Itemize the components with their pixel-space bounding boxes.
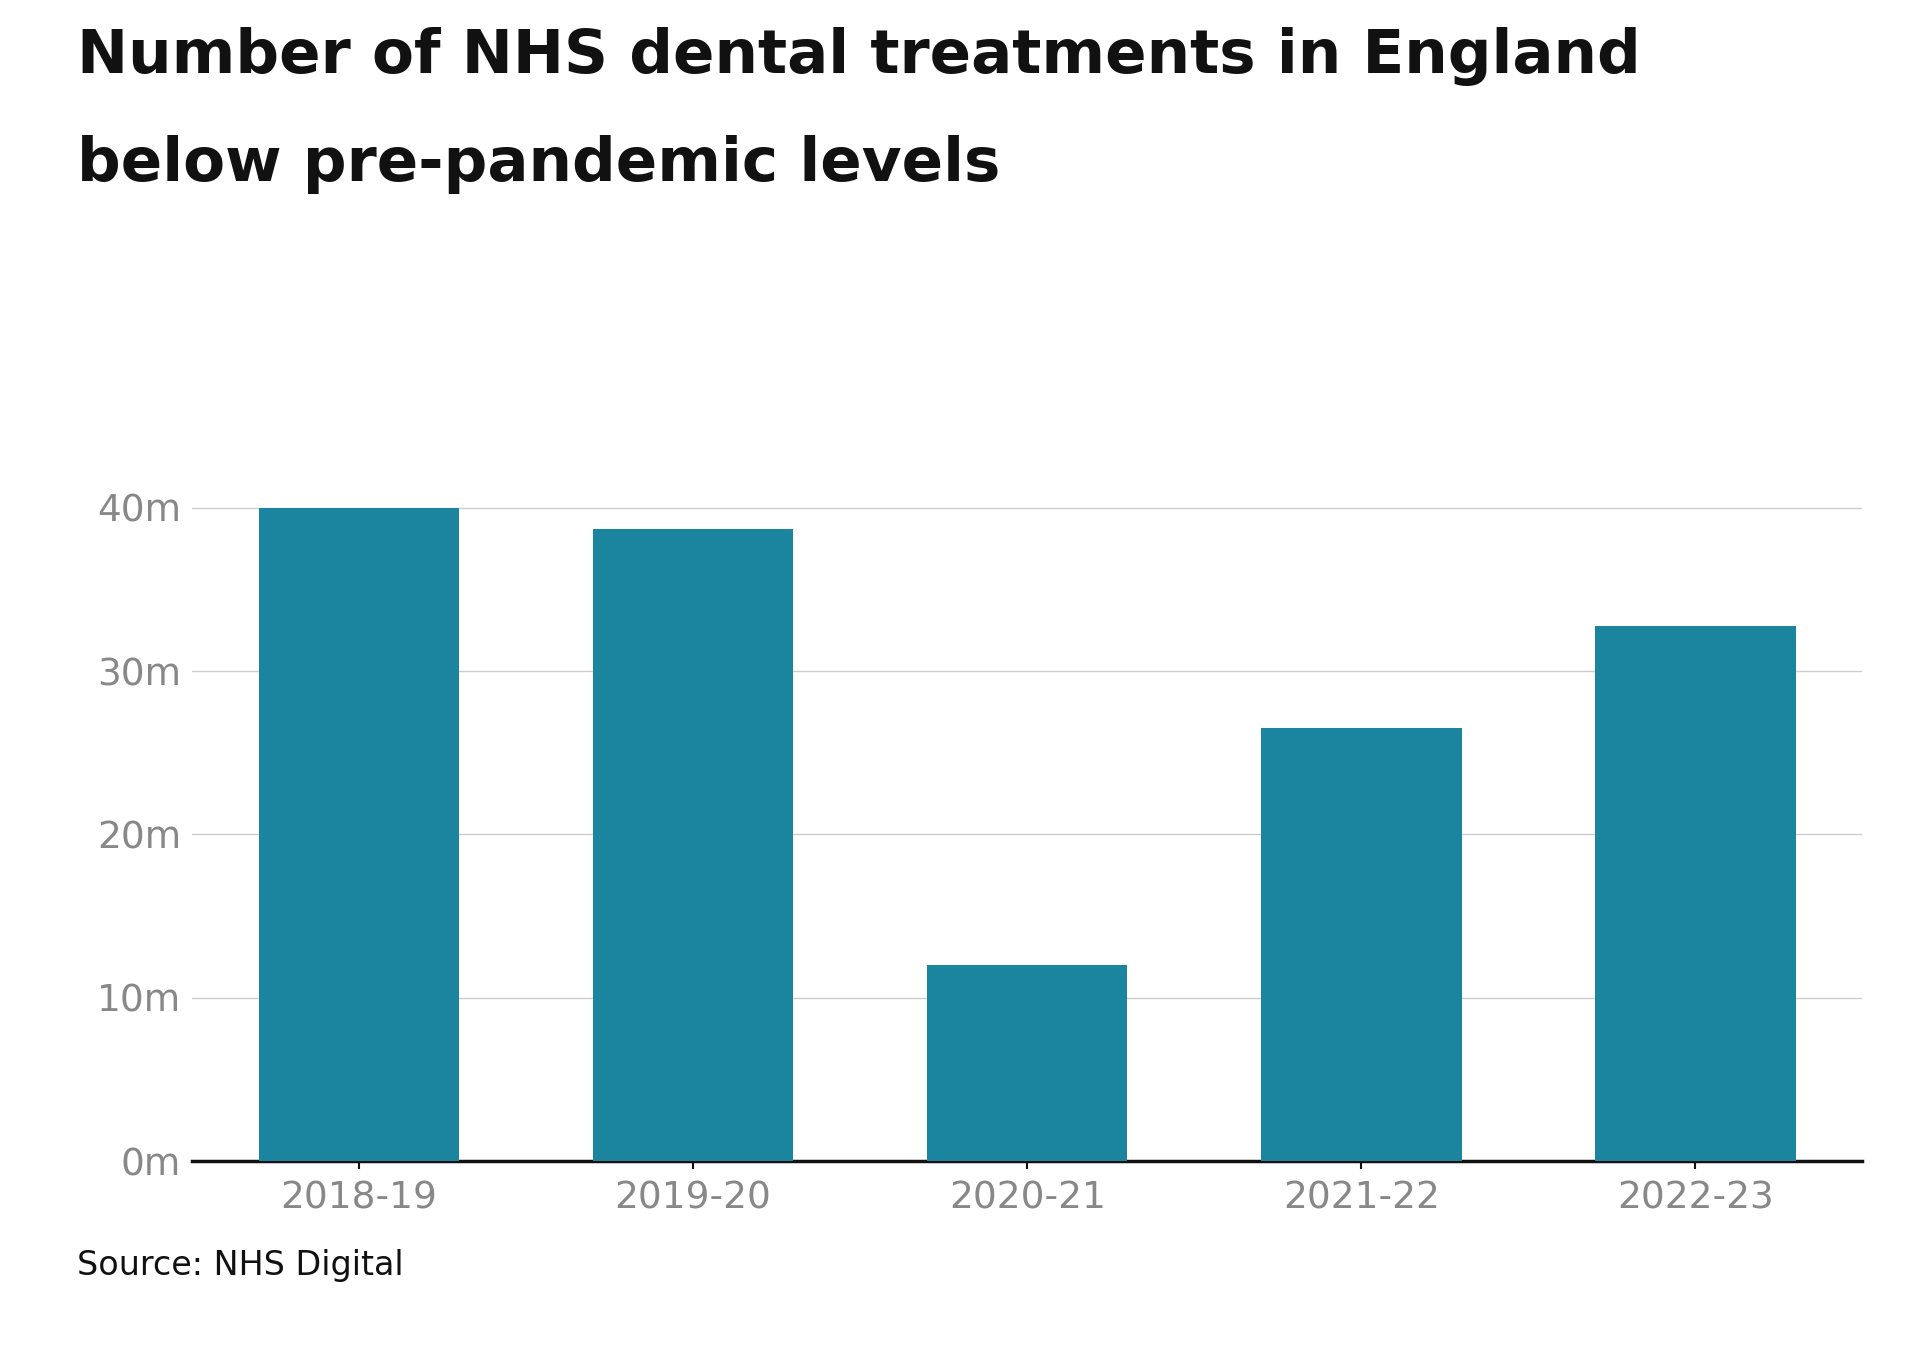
Text: B: B: [1772, 1277, 1795, 1307]
Text: Source: NHS Digital: Source: NHS Digital: [77, 1249, 403, 1281]
Bar: [1261, 729, 1461, 1161]
Text: C: C: [1849, 1277, 1872, 1307]
Text: Number of NHS dental treatments in England: Number of NHS dental treatments in Engla…: [77, 27, 1640, 86]
Text: B: B: [1695, 1277, 1718, 1307]
Bar: [259, 508, 459, 1161]
Bar: [1596, 625, 1795, 1161]
Text: below pre-pandemic levels: below pre-pandemic levels: [77, 135, 1000, 194]
Bar: [927, 965, 1127, 1161]
Bar: [593, 529, 793, 1161]
